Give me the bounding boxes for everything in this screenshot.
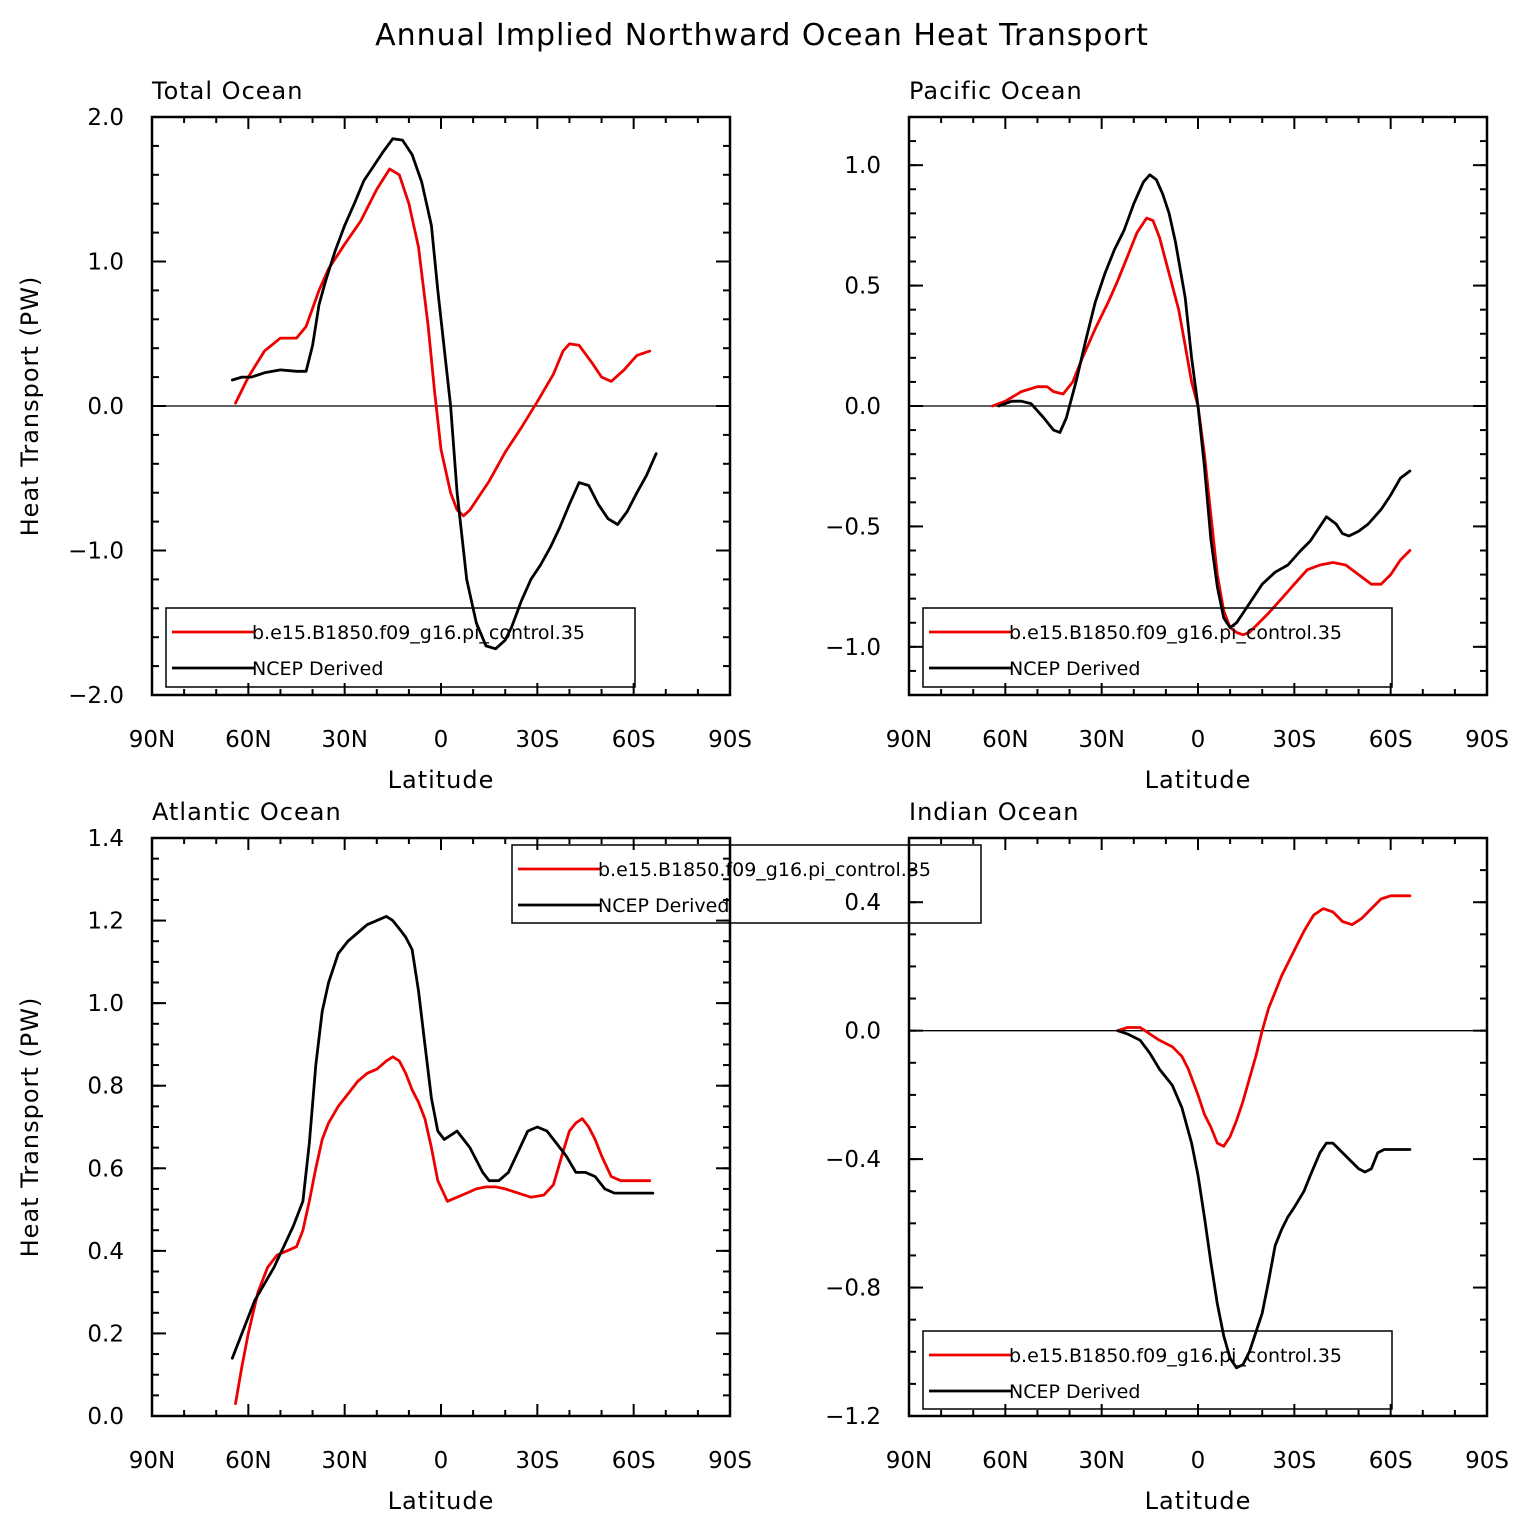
x-tick-label: 90N bbox=[129, 1448, 175, 1474]
legend-label: NCEP Derived bbox=[1009, 1381, 1140, 1403]
legend-label: b.e15.B1850.f09_g16.pi_control.35 bbox=[598, 859, 931, 881]
legend-box bbox=[922, 607, 1393, 688]
legend-label: NCEP Derived bbox=[1009, 658, 1140, 680]
x-tick-label: 30S bbox=[1272, 727, 1316, 753]
series-line-model bbox=[1116, 894, 1412, 1148]
x-tick-label: 90S bbox=[1465, 1448, 1509, 1474]
y-tick-label: 0.0 bbox=[844, 1019, 881, 1045]
panel-title: Pacific Ocean bbox=[909, 77, 1083, 105]
legend-label: b.e15.B1850.f09_g16.pi_control.35 bbox=[1009, 622, 1342, 644]
x-tick-label: 30N bbox=[1078, 727, 1124, 753]
y-tick-label: 1.4 bbox=[87, 826, 124, 852]
y-tick-label: 0.0 bbox=[87, 1404, 124, 1430]
y-tick-label: −1.0 bbox=[825, 635, 881, 661]
legend: b.e15.B1850.f09_g16.pi_control.35 NCEP De… bbox=[922, 607, 1393, 688]
x-tick-label: 0 bbox=[434, 1448, 449, 1474]
y-tick-label: −1.2 bbox=[825, 1404, 881, 1430]
x-tick-label: 30N bbox=[321, 727, 367, 753]
y-axis-label: Heat Transport (PW) bbox=[16, 997, 44, 1258]
x-tick-label: 0 bbox=[434, 727, 449, 753]
legend-label: NCEP Derived bbox=[252, 658, 383, 680]
series-line-ncep bbox=[997, 173, 1412, 629]
y-tick-label: 0.0 bbox=[87, 394, 124, 420]
y-tick-label: 2.0 bbox=[87, 105, 124, 131]
legend-label: b.e15.B1850.f09_g16.pi_control.35 bbox=[252, 622, 585, 644]
y-tick-label: 1.0 bbox=[87, 250, 124, 276]
x-tick-label: 90S bbox=[708, 727, 752, 753]
chart-panel: 90N 60N 30N 0 30S 60S 90S −1.0 −0.5 0.0 0.5 1.0 Paci… bbox=[825, 77, 1509, 794]
x-tick-label: 60S bbox=[1369, 727, 1413, 753]
y-tick-label: 0.4 bbox=[844, 890, 881, 916]
x-tick-label: 90S bbox=[708, 1448, 752, 1474]
panel-title: Total Ocean bbox=[151, 77, 303, 105]
x-tick-label: 60N bbox=[982, 727, 1028, 753]
y-tick-label: 0.6 bbox=[87, 1156, 124, 1182]
figure-title: Annual Implied Northward Ocean Heat Tran… bbox=[375, 18, 1149, 53]
x-tick-label: 30N bbox=[321, 1448, 367, 1474]
y-tick-label: 0.8 bbox=[87, 1074, 124, 1100]
series-line-model bbox=[234, 167, 652, 518]
panel-title: Indian Ocean bbox=[909, 798, 1080, 826]
series-line-ncep bbox=[1116, 1029, 1412, 1370]
y-tick-label: 0.2 bbox=[87, 1321, 124, 1347]
chart-panel: 90N 60N 30N 0 30S 60S 90S −1.2 −0.8 −0.4 0.0 0.4 Ind… bbox=[825, 798, 1509, 1515]
chart-panel: 90N 60N 30N 0 30S 60S 90S −2.0 −1.0 0.0 1.0 2.0 Tota… bbox=[16, 77, 752, 794]
series-line-model bbox=[234, 1055, 652, 1405]
panel-title: Atlantic Ocean bbox=[152, 798, 342, 826]
x-tick-label: 60N bbox=[225, 1448, 271, 1474]
y-tick-label: −1.0 bbox=[68, 539, 124, 565]
y-axis-label: Heat Transport (PW) bbox=[16, 276, 44, 537]
y-tick-label: −0.8 bbox=[825, 1276, 881, 1302]
y-tick-label: −0.4 bbox=[825, 1147, 881, 1173]
y-tick-label: 1.2 bbox=[87, 909, 124, 935]
plot-frame bbox=[907, 836, 1489, 1418]
x-tick-label: 30S bbox=[515, 727, 559, 753]
x-tick-label: 90N bbox=[886, 1448, 932, 1474]
x-tick-label: 90N bbox=[886, 727, 932, 753]
x-axis-label: Latitude bbox=[388, 766, 495, 794]
x-tick-label: 30S bbox=[1272, 1448, 1316, 1474]
x-tick-label: 30S bbox=[515, 1448, 559, 1474]
legend-label: b.e15.B1850.f09_g16.pi_control.35 bbox=[1009, 1345, 1342, 1367]
legend-label: NCEP Derived bbox=[598, 895, 729, 917]
x-tick-label: 90S bbox=[1465, 727, 1509, 753]
y-tick-label: 0.4 bbox=[87, 1239, 124, 1265]
legend: b.e15.B1850.f09_g16.pi_control.35 NCEP De… bbox=[511, 844, 982, 924]
x-axis-label: Latitude bbox=[388, 1487, 495, 1515]
legend-box bbox=[165, 607, 636, 688]
x-tick-label: 0 bbox=[1191, 727, 1206, 753]
y-tick-label: −0.5 bbox=[825, 514, 881, 540]
x-axis-label: Latitude bbox=[1145, 1487, 1252, 1515]
y-tick-label: 1.0 bbox=[87, 991, 124, 1017]
x-tick-label: 0 bbox=[1191, 1448, 1206, 1474]
series-line-ncep bbox=[230, 137, 658, 651]
x-tick-label: 60S bbox=[1369, 1448, 1413, 1474]
y-tick-label: 1.0 bbox=[844, 153, 881, 179]
series-line-ncep bbox=[230, 915, 655, 1360]
x-tick-label: 90N bbox=[129, 727, 175, 753]
legend-box bbox=[922, 1330, 1393, 1410]
legend: b.e15.B1850.f09_g16.pi_control.35 NCEP De… bbox=[922, 1330, 1393, 1410]
x-axis-label: Latitude bbox=[1145, 766, 1252, 794]
y-tick-label: −2.0 bbox=[68, 683, 124, 709]
x-tick-label: 60S bbox=[612, 727, 656, 753]
legend: b.e15.B1850.f09_g16.pi_control.35 NCEP De… bbox=[165, 607, 636, 688]
x-tick-label: 60N bbox=[225, 727, 271, 753]
x-tick-label: 60S bbox=[612, 1448, 656, 1474]
chart-panel: 90N 60N 30N 0 30S 60S 90S 0.0 0.2 0.4 0.6 0.8 1.0 1.2… bbox=[16, 798, 982, 1515]
plot-frame bbox=[150, 836, 732, 1418]
y-tick-label: 0.0 bbox=[844, 394, 881, 420]
x-tick-label: 60N bbox=[982, 1448, 1028, 1474]
y-tick-label: 0.5 bbox=[844, 274, 881, 300]
x-tick-label: 30N bbox=[1078, 1448, 1124, 1474]
legend-box bbox=[511, 844, 982, 924]
